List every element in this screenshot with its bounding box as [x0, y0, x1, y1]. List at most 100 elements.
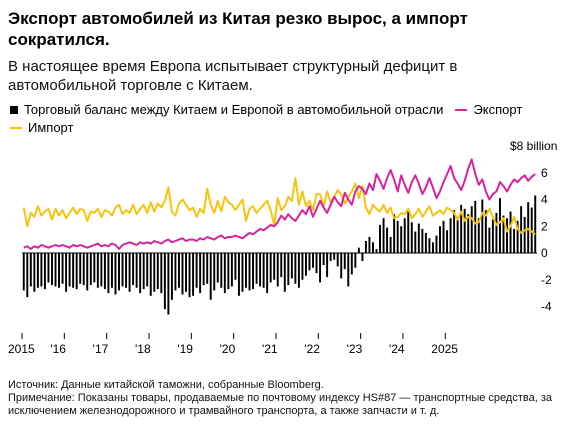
balance-bar	[368, 236, 371, 253]
y-tick-label: 0	[541, 246, 548, 260]
balance-bar	[29, 253, 32, 287]
balance-bar	[86, 253, 89, 291]
balance-bar	[417, 223, 420, 253]
x-tick-label: 2025	[431, 342, 458, 356]
balance-bar	[156, 253, 159, 290]
legend-label-balance: Торговый баланс между Китаем и Европой в…	[24, 102, 444, 117]
x-tick-label: '19	[177, 342, 193, 356]
balance-bar	[424, 232, 427, 253]
balance-bar	[262, 253, 265, 288]
balance-bar	[509, 211, 512, 253]
chart-plot: 6 4 2 0 -2 -4 $8 billion 2015 '16 '17 '18 '19 '20 '21…	[8, 139, 557, 356]
balance-bar	[170, 253, 173, 300]
balance-bar	[403, 218, 406, 253]
balance-bar	[460, 204, 463, 253]
balance-bar	[322, 253, 325, 266]
legend-swatch-balance	[10, 106, 18, 114]
balance-bar	[431, 242, 434, 253]
balance-bar	[361, 253, 364, 262]
balance-bar	[347, 253, 350, 287]
balance-bar	[287, 253, 290, 286]
balance-bar	[22, 253, 25, 291]
balance-bar	[446, 230, 449, 253]
balance-bar	[195, 253, 198, 288]
source-note: Источник: Данные китайской таможни, собр…	[8, 379, 324, 391]
balance-bar	[51, 253, 53, 286]
balance-bar	[230, 253, 233, 287]
balance-bar	[400, 226, 403, 253]
balance-bar	[382, 218, 385, 253]
balance-bar	[128, 253, 131, 292]
balance-bar	[89, 253, 92, 286]
balance-bar	[396, 220, 399, 253]
legend: Торговый баланс между Китаем и Европой в…	[8, 101, 568, 137]
balance-bar	[174, 253, 177, 291]
balance-bar	[149, 253, 152, 296]
balance-bar	[484, 210, 487, 253]
balance-bar	[181, 253, 184, 295]
balance-bar	[110, 253, 113, 288]
balance-bar	[252, 253, 255, 290]
balance-bar	[255, 253, 258, 284]
chart-footer: Источник: Данные китайской таможни, собр…	[8, 379, 573, 418]
balance-bar	[139, 253, 142, 294]
balance-bar	[79, 253, 82, 284]
y-unit-label: $8 billion	[510, 139, 557, 153]
balance-bar	[40, 253, 43, 287]
balance-bar	[474, 200, 477, 253]
balance-bar	[269, 253, 272, 283]
balance-bar	[135, 253, 138, 288]
balance-bar	[43, 253, 46, 290]
balance-bar	[326, 253, 329, 278]
legend-label-export: Экспорт	[473, 102, 523, 117]
balance-bar	[65, 253, 68, 292]
balance-bar	[523, 216, 526, 253]
balance-bar	[495, 212, 498, 253]
balance-bar	[283, 253, 286, 292]
balance-bar	[372, 242, 374, 253]
balance-bar	[192, 253, 195, 296]
balance-bar	[146, 253, 149, 287]
balance-bar	[453, 210, 456, 253]
balance-bar	[319, 253, 322, 283]
balance-bar	[121, 253, 124, 287]
balance-bar	[280, 253, 283, 278]
balance-bar	[354, 253, 357, 268]
balance-bar	[248, 253, 251, 291]
balance-bar	[33, 253, 36, 292]
x-tick-label: '22	[304, 342, 320, 356]
balance-bar	[375, 248, 378, 253]
balance-bar	[167, 253, 170, 315]
y-tick-label: -4	[541, 300, 552, 314]
y-tick-label: -2	[541, 273, 552, 287]
balance-bar	[82, 253, 85, 286]
balance-bar	[530, 207, 533, 253]
balance-bar	[428, 238, 431, 253]
balance-bar	[100, 253, 103, 287]
balance-bar	[245, 253, 247, 288]
balance-bar	[72, 253, 75, 288]
balance-bar	[96, 253, 99, 288]
balance-bar	[132, 253, 135, 286]
balance-bar	[61, 253, 64, 284]
chart-title: Экспорт автомобилей из Китая резко вырос…	[8, 9, 468, 49]
x-tick-label: '18	[135, 342, 151, 356]
balance-bar	[463, 208, 466, 253]
chart-subtitle: В настоящее время Европа испытывает стру…	[8, 58, 458, 94]
x-tick-label: '21	[262, 342, 278, 356]
balance-bar	[36, 253, 39, 288]
balance-bar	[449, 218, 452, 253]
balance-bar	[114, 253, 117, 295]
balance-bar	[209, 253, 212, 300]
legend-swatch-export	[455, 109, 468, 111]
balance-bar	[304, 253, 307, 276]
balance-bar	[393, 214, 396, 253]
y-tick-label: 2	[541, 219, 548, 233]
balance-bar	[125, 253, 128, 288]
balance-bar	[379, 224, 382, 253]
balance-bar	[520, 206, 523, 253]
balance-bar	[439, 226, 441, 253]
balance-bar	[498, 198, 501, 253]
balance-bar	[227, 253, 230, 290]
legend-row-2: Импорт	[8, 119, 568, 137]
